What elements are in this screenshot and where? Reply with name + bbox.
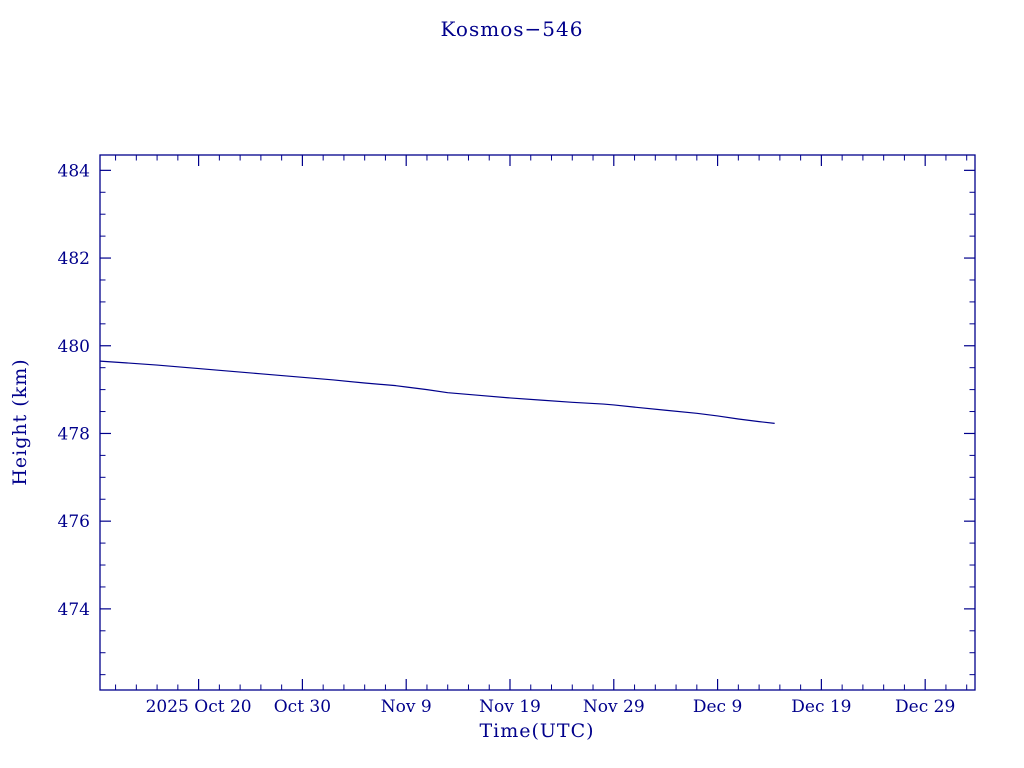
x-tick-label: Dec 29 xyxy=(895,697,955,717)
height-series-line xyxy=(99,360,775,424)
x-tick-label: 2025 Oct 20 xyxy=(146,697,252,717)
x-tick-label: Dec 9 xyxy=(693,697,742,717)
x-tick-label: Oct 30 xyxy=(274,697,331,717)
y-tick-label: 484 xyxy=(58,161,90,181)
y-tick-label: 474 xyxy=(58,600,90,620)
x-tick-label: Nov 29 xyxy=(583,697,645,717)
x-tick-label: Dec 19 xyxy=(791,697,851,717)
y-tick-label: 478 xyxy=(58,424,90,444)
y-tick-label: 482 xyxy=(58,249,90,269)
y-tick-label: 476 xyxy=(58,512,90,532)
x-axis-label: Time(UTC) xyxy=(479,720,595,742)
chart-title: Kosmos−546 xyxy=(440,17,584,41)
y-tick-label: 480 xyxy=(58,337,90,357)
plot-border xyxy=(99,154,976,691)
x-tick-label: Nov 9 xyxy=(381,697,432,717)
x-tick-label: Nov 19 xyxy=(479,697,541,717)
